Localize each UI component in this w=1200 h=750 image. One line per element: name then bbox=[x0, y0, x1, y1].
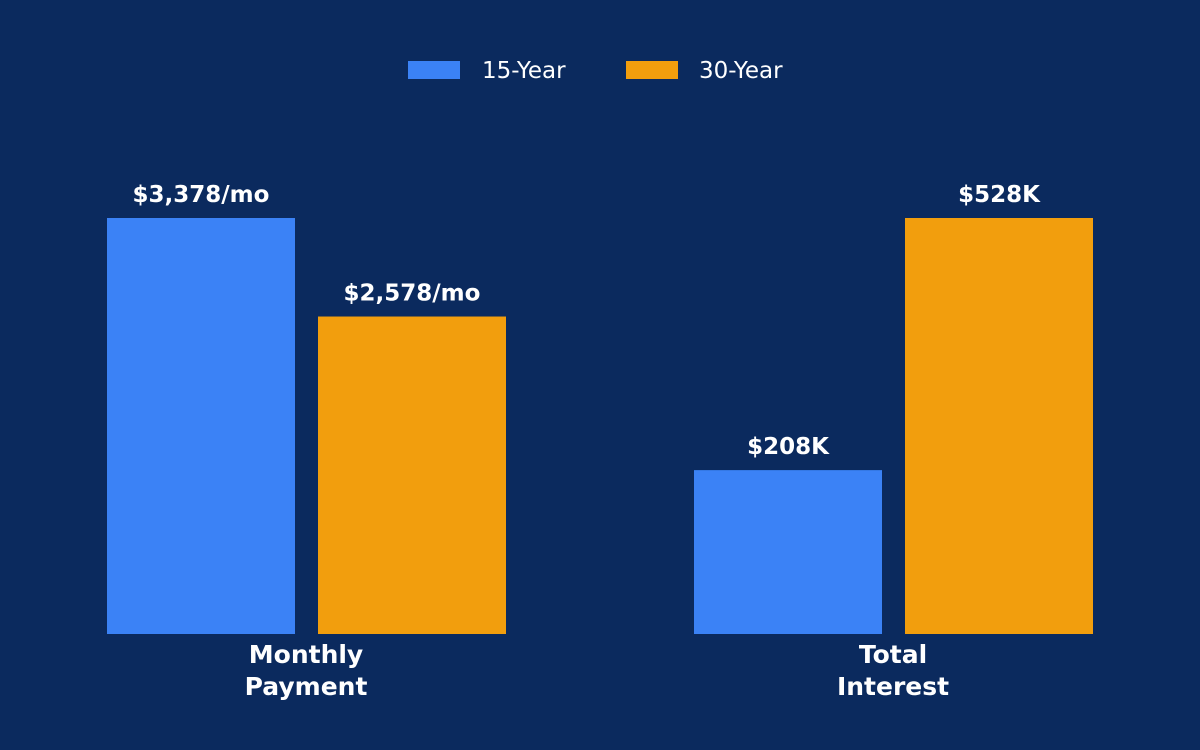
category-label-monthly-payment: Monthly Payment bbox=[245, 640, 368, 701]
legend-label-30-year: 30-Year bbox=[699, 58, 783, 84]
legend-swatch-30-year bbox=[626, 61, 678, 79]
bar-total-interest-30-year bbox=[905, 218, 1093, 634]
legend: 15-Year 30-Year bbox=[408, 58, 783, 84]
bars-layer: $3,378/mo $2,578/mo $208K $528K bbox=[107, 182, 1093, 634]
value-label-monthly-payment-30-year: $2,578/mo bbox=[344, 281, 481, 307]
bar-monthly-payment-30-year bbox=[318, 316, 506, 634]
bar-total-interest-15-year bbox=[694, 470, 882, 634]
legend-label-15-year: 15-Year bbox=[482, 58, 566, 84]
category-label-total-interest: Total Interest bbox=[837, 640, 949, 701]
legend-swatch-15-year bbox=[408, 61, 460, 79]
value-label-total-interest-30-year: $528K bbox=[958, 182, 1041, 208]
category-labels: Monthly Payment Total Interest bbox=[245, 640, 950, 701]
bar-monthly-payment-15-year bbox=[107, 218, 295, 634]
value-label-total-interest-15-year: $208K bbox=[747, 434, 830, 460]
value-label-monthly-payment-15-year: $3,378/mo bbox=[133, 182, 270, 208]
